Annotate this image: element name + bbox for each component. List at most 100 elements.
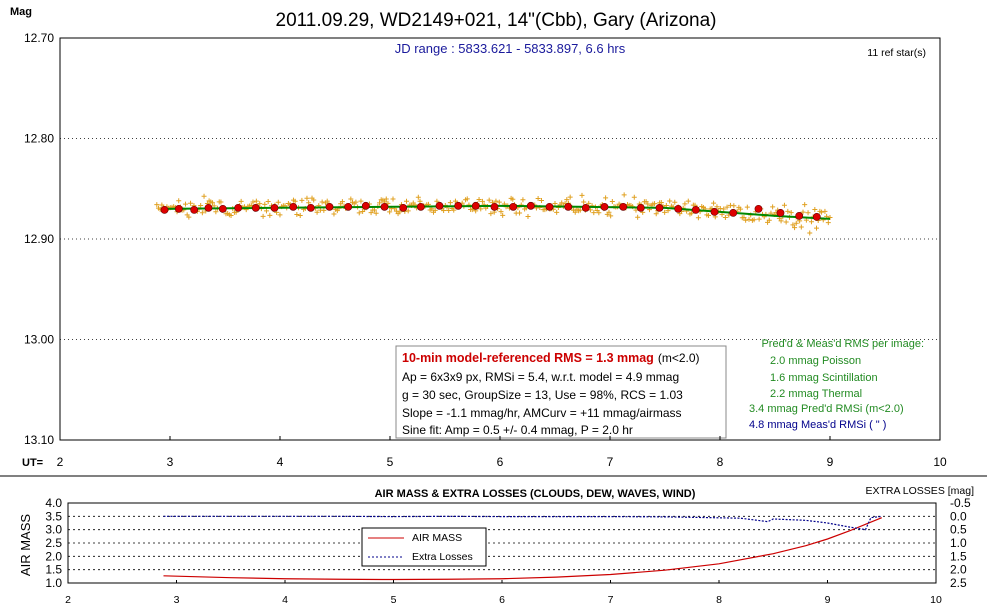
box-line-groupsize: g = 30 sec, GroupSize = 13, Use = 98%, R… bbox=[402, 388, 683, 402]
image-point bbox=[297, 212, 303, 218]
image-point bbox=[209, 200, 215, 206]
image-point bbox=[299, 197, 305, 203]
image-point bbox=[608, 213, 614, 219]
model-rms-red-text: 10-min model-referenced RMS = 1.3 mmag bbox=[402, 351, 654, 365]
image-point bbox=[228, 212, 234, 218]
image-point bbox=[596, 210, 602, 216]
image-point bbox=[579, 192, 585, 198]
image-point bbox=[182, 201, 188, 207]
y-tick-label: 12.80 bbox=[24, 132, 54, 146]
chart-title: 2011.09.29, WD2149+021, 14"(Cbb), Gary (… bbox=[276, 10, 717, 31]
image-point bbox=[631, 194, 637, 200]
rms-line-thermal: 2.2 mmag Thermal bbox=[770, 388, 862, 400]
image-point bbox=[766, 217, 772, 223]
image-point bbox=[348, 196, 354, 202]
x-tick-label: 6 bbox=[499, 594, 505, 606]
y-tick-label: 13.10 bbox=[24, 433, 54, 447]
image-point bbox=[682, 201, 688, 207]
group-average-point bbox=[754, 204, 763, 213]
group-average-point bbox=[490, 202, 499, 211]
rms-line-measured: 4.8 mmag Meas'd RMSi ( " ) bbox=[749, 419, 886, 431]
image-point bbox=[387, 209, 393, 215]
image-point bbox=[186, 214, 192, 220]
image-point bbox=[488, 211, 494, 217]
box-line-sinefit: Sine fit: Amp = 0.5 +/- 0.4 mmag, P = 2.… bbox=[402, 423, 633, 437]
image-point bbox=[751, 217, 757, 223]
image-point bbox=[294, 211, 300, 217]
image-point bbox=[383, 196, 389, 202]
x-tick-label: 7 bbox=[608, 594, 614, 606]
image-point bbox=[250, 199, 256, 205]
group-average-point bbox=[270, 203, 279, 212]
x-tick-label: 4 bbox=[277, 455, 284, 469]
x-tick-label: 3 bbox=[174, 594, 180, 606]
image-point bbox=[393, 208, 399, 214]
extra-losses-line bbox=[163, 515, 882, 531]
image-point bbox=[788, 210, 794, 216]
image-point bbox=[479, 198, 485, 204]
image-point bbox=[781, 202, 787, 208]
image-point bbox=[447, 200, 453, 206]
group-average-point bbox=[306, 203, 315, 212]
y-tick-label: 3.5 bbox=[45, 509, 62, 523]
group-average-point bbox=[204, 203, 213, 212]
x-tick-label: 9 bbox=[827, 455, 834, 469]
y-axis-label: Mag bbox=[10, 6, 32, 18]
image-point bbox=[606, 209, 612, 215]
y-tick-label: 12.70 bbox=[24, 31, 54, 45]
group-average-point bbox=[325, 202, 334, 211]
image-point bbox=[756, 216, 762, 222]
image-point bbox=[778, 218, 784, 224]
group-average-point bbox=[509, 202, 518, 211]
image-point bbox=[213, 209, 219, 215]
y2-tick-label: 0.5 bbox=[950, 523, 967, 537]
image-point bbox=[199, 210, 205, 216]
image-point bbox=[685, 198, 691, 204]
image-point bbox=[306, 200, 312, 206]
image-point bbox=[319, 199, 325, 205]
image-point bbox=[517, 210, 523, 216]
image-point bbox=[559, 200, 565, 206]
image-point bbox=[802, 202, 808, 208]
group-average-point bbox=[812, 212, 821, 221]
image-point bbox=[360, 209, 366, 215]
image-point bbox=[695, 215, 701, 221]
legend-airmass-label: AIR MASS bbox=[412, 532, 462, 544]
x-tick-label: 10 bbox=[930, 594, 942, 606]
image-point bbox=[478, 206, 484, 212]
x-tick-label: 3 bbox=[167, 455, 174, 469]
group-average-point bbox=[380, 202, 389, 211]
group-average-point bbox=[795, 211, 804, 220]
image-point bbox=[822, 208, 828, 214]
image-point bbox=[586, 200, 592, 206]
image-point bbox=[311, 197, 317, 203]
group-average-point bbox=[729, 208, 738, 217]
image-point bbox=[538, 197, 544, 203]
image-point bbox=[792, 225, 798, 231]
image-point bbox=[667, 198, 673, 204]
image-point bbox=[567, 194, 573, 200]
image-point bbox=[446, 207, 452, 213]
rms-line-predicted: 3.4 mmag Pred'd RMSi (m<2.0) bbox=[749, 403, 904, 415]
group-average-point bbox=[399, 203, 408, 212]
image-point bbox=[689, 210, 695, 216]
image-point bbox=[417, 198, 423, 204]
x-tick-label: 8 bbox=[717, 455, 724, 469]
model-rms-suffix: (m<2.0) bbox=[658, 351, 700, 365]
image-point bbox=[535, 196, 541, 202]
y2-tick-label: 0.0 bbox=[950, 509, 967, 523]
y-tick-label: 3.0 bbox=[45, 523, 62, 537]
image-point bbox=[770, 204, 776, 210]
image-point bbox=[253, 198, 259, 204]
x-tick-label: 8 bbox=[716, 594, 722, 606]
group-average-point bbox=[526, 201, 535, 210]
image-point bbox=[653, 211, 659, 217]
image-point bbox=[371, 207, 377, 213]
group-average-point bbox=[776, 208, 785, 217]
y2-tick-label: -0.5 bbox=[950, 496, 971, 510]
airmass-legend: AIR MASS Extra Losses bbox=[361, 527, 487, 567]
image-point bbox=[434, 198, 440, 204]
image-point bbox=[717, 205, 723, 211]
image-point bbox=[464, 196, 470, 202]
group-average-point bbox=[416, 202, 425, 211]
